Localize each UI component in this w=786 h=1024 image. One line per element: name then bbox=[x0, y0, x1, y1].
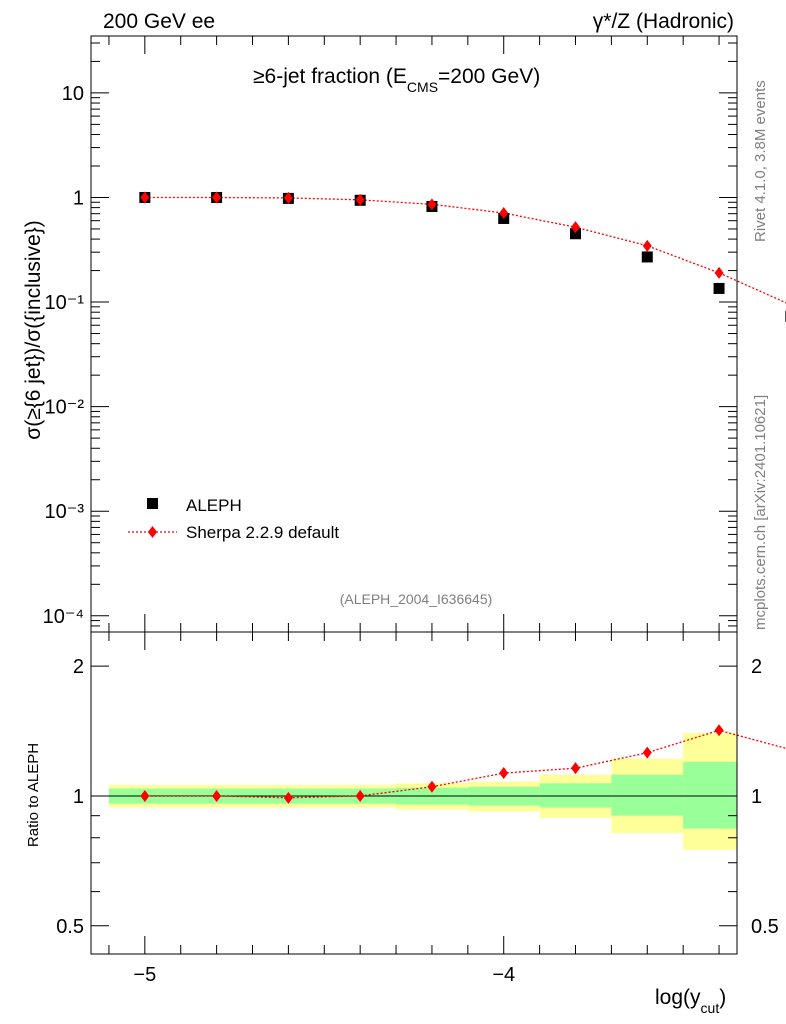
ratio-sherpa-point bbox=[642, 746, 652, 759]
main-y-tick-label: 10⁻² bbox=[45, 397, 85, 419]
x-tick-label: −4 bbox=[492, 964, 515, 986]
ratio-y-tick-label-right: 2 bbox=[751, 656, 762, 678]
sherpa-point bbox=[499, 207, 509, 220]
main-y-tick-label: 1 bbox=[73, 187, 84, 209]
ratio-sherpa-point bbox=[140, 789, 150, 802]
legend-aleph-marker bbox=[147, 498, 158, 509]
sherpa-point bbox=[427, 198, 437, 211]
ratio-y-axis-label: Ratio to ALEPH bbox=[25, 743, 42, 847]
ratio-sherpa-point bbox=[571, 762, 580, 775]
sherpa-point bbox=[212, 191, 222, 204]
sherpa-point bbox=[283, 191, 293, 204]
ratio-sherpa-point bbox=[212, 789, 222, 802]
ratio-y-tick-label-right: 0.5 bbox=[751, 916, 779, 938]
rivet-version-note: Rivet 4.1.0, 3.8M events bbox=[752, 80, 769, 242]
ratio-y-tick-label-left: 0.5 bbox=[56, 916, 84, 938]
ratio-sherpa-line bbox=[144, 729, 786, 799]
main-frame bbox=[90, 35, 738, 633]
legend-sherpa-label: Sherpa 2.2.9 default bbox=[186, 523, 339, 542]
main-y-tick-label: 10⁻³ bbox=[45, 501, 85, 523]
sherpa-point bbox=[642, 239, 652, 252]
ratio-sherpa-point bbox=[283, 791, 293, 804]
main-y-tick-label: 10 bbox=[62, 83, 84, 105]
main-data-marks bbox=[139, 191, 786, 322]
ratio-y-tick-label-left: 2 bbox=[73, 656, 84, 678]
ratio-band-green bbox=[611, 774, 684, 816]
ratio-frame bbox=[90, 631, 738, 955]
x-axis-label-text: log(y bbox=[655, 986, 701, 1009]
ratio-band-green bbox=[539, 783, 612, 808]
ratio-y-tick-label-left: 1 bbox=[73, 786, 84, 808]
header-right-title: γ*/Z (Hadronic) bbox=[593, 10, 734, 33]
main-y-axis-label: σ(≥{6 jet})/σ({inclusive}) bbox=[22, 220, 45, 440]
main-title: ≥6-jet fraction (ECMS=200 GeV) bbox=[253, 65, 540, 95]
legend: ALEPH Sherpa 2.2.9 default bbox=[128, 496, 339, 542]
sherpa-line bbox=[144, 196, 786, 304]
ratio-y-tick-label-right: 1 bbox=[751, 786, 762, 808]
legend-sherpa-marker bbox=[148, 526, 157, 538]
ratio-sherpa-point bbox=[499, 767, 509, 780]
analysis-watermark: (ALEPH_2004_I636645) bbox=[340, 591, 493, 607]
ratio-data-marks bbox=[140, 724, 786, 804]
x-axis-label-tail: ) bbox=[719, 986, 726, 1009]
ratio-sherpa-point bbox=[355, 789, 365, 802]
main-axes: 10 1 10⁻¹ 10⁻² 10⁻³ 10⁻⁴ bbox=[43, 36, 737, 633]
main-y-tick-label: 10⁻¹ bbox=[45, 292, 85, 314]
aleph-point bbox=[570, 228, 581, 240]
ratio-sherpa-point bbox=[427, 780, 437, 793]
header-left-title: 200 GeV ee bbox=[103, 10, 215, 33]
x-tick-label: −5 bbox=[133, 964, 156, 986]
sherpa-point bbox=[714, 266, 724, 279]
ratio-sherpa-point bbox=[714, 724, 724, 737]
sherpa-point bbox=[355, 193, 365, 206]
aleph-point bbox=[713, 282, 725, 294]
main-panel: 10 1 10⁻¹ 10⁻² 10⁻³ 10⁻⁴ ≥6-jet fraction (ECM… bbox=[22, 35, 786, 633]
main-y-tick-label: 10⁻⁴ bbox=[43, 606, 84, 628]
x-axis-label-subscript: cut bbox=[701, 1000, 720, 1016]
ratio-band-green bbox=[683, 761, 737, 829]
mcplots-note: mcplots.cern.ch [arXiv:2401.10621] bbox=[752, 395, 769, 630]
sherpa-point bbox=[571, 221, 580, 234]
main-title-tail: =200 GeV) bbox=[438, 65, 540, 88]
x-axis-label: log(ycut) bbox=[655, 986, 726, 1016]
aleph-point bbox=[641, 251, 653, 263]
main-title-subscript: CMS bbox=[407, 79, 438, 95]
legend-aleph-label: ALEPH bbox=[186, 496, 242, 515]
sherpa-point bbox=[140, 191, 150, 204]
main-title-text: ≥6-jet fraction (E bbox=[253, 65, 407, 88]
ratio-uncertainty-bands bbox=[108, 732, 737, 850]
